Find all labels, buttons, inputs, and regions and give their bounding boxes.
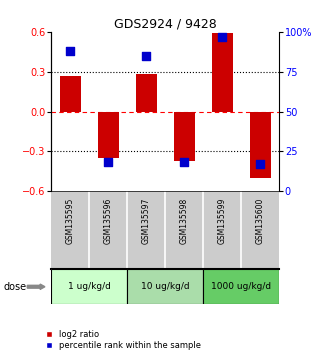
Text: GSM135598: GSM135598 [180, 198, 189, 244]
Text: dose: dose [3, 282, 26, 292]
Point [220, 34, 225, 40]
Text: 1 ug/kg/d: 1 ug/kg/d [68, 282, 111, 291]
Bar [203, 269, 279, 304]
Text: GSM135597: GSM135597 [142, 198, 151, 244]
Bar [98, 112, 119, 158]
Text: 1000 ug/kg/d: 1000 ug/kg/d [211, 282, 271, 291]
Text: GSM135595: GSM135595 [66, 198, 75, 244]
Point [258, 161, 263, 167]
Title: GDS2924 / 9428: GDS2924 / 9428 [114, 18, 217, 31]
Text: GSM135600: GSM135600 [256, 198, 265, 244]
Legend: log2 ratio, percentile rank within the sample: log2 ratio, percentile rank within the s… [46, 330, 201, 350]
Text: 10 ug/kg/d: 10 ug/kg/d [141, 282, 190, 291]
Bar [174, 112, 195, 161]
Bar [212, 33, 233, 112]
Point [68, 48, 73, 54]
Point [106, 160, 111, 165]
Point [182, 160, 187, 165]
Bar [60, 76, 81, 112]
Text: GSM135596: GSM135596 [104, 198, 113, 244]
Point [144, 53, 149, 58]
Bar [136, 74, 157, 112]
Text: GSM135599: GSM135599 [218, 198, 227, 244]
Bar [250, 112, 271, 178]
Bar [127, 269, 203, 304]
Bar [51, 269, 127, 304]
